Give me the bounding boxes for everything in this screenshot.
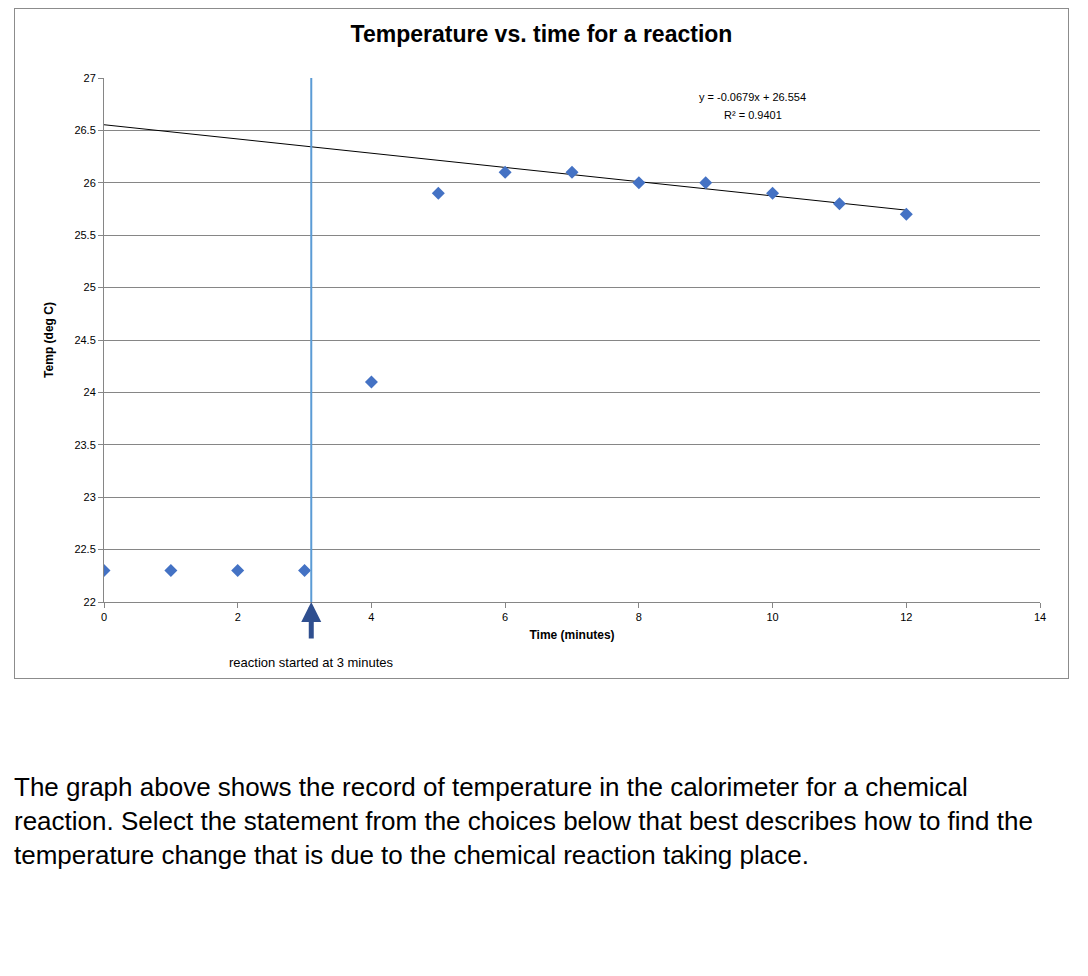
- svg-text:2: 2: [235, 611, 241, 623]
- html-text:The graph above shows the reco: The graph above shows the record of temp…: [14, 772, 1033, 870]
- svg-text:26: 26: [84, 177, 96, 189]
- svg-text:14: 14: [1034, 611, 1046, 623]
- svg-text:6: 6: [502, 611, 508, 623]
- svg-text:25: 25: [84, 281, 96, 293]
- svg-text:Temp (deg C): Temp (deg C): [42, 302, 56, 378]
- svg-text:12: 12: [900, 611, 912, 623]
- svg-text:R² = 0.9401: R² = 0.9401: [724, 109, 782, 121]
- svg-text:23: 23: [84, 491, 96, 503]
- svg-text:4: 4: [368, 611, 374, 623]
- svg-text:10: 10: [766, 611, 778, 623]
- svg-text:y = -0.0679x + 26.554: y = -0.0679x + 26.554: [699, 91, 806, 103]
- svg-text:reaction started at 3 minutes: reaction started at 3 minutes: [229, 655, 394, 670]
- svg-text:24.5: 24.5: [74, 334, 95, 346]
- svg-text:0: 0: [101, 611, 107, 623]
- svg-text:24: 24: [84, 386, 96, 398]
- svg-text:23.5: 23.5: [74, 439, 95, 451]
- svg-text:Time (minutes): Time (minutes): [529, 628, 614, 642]
- svg-text:8: 8: [636, 611, 642, 623]
- svg-text:27: 27: [84, 72, 96, 84]
- svg-text:22: 22: [84, 596, 96, 608]
- svg-text:25.5: 25.5: [74, 229, 95, 241]
- svg-text:26.5: 26.5: [74, 124, 95, 136]
- svg-text:Temperature vs. time for a rea: Temperature vs. time for a reaction: [351, 21, 733, 47]
- svg-text:22.5: 22.5: [74, 543, 95, 555]
